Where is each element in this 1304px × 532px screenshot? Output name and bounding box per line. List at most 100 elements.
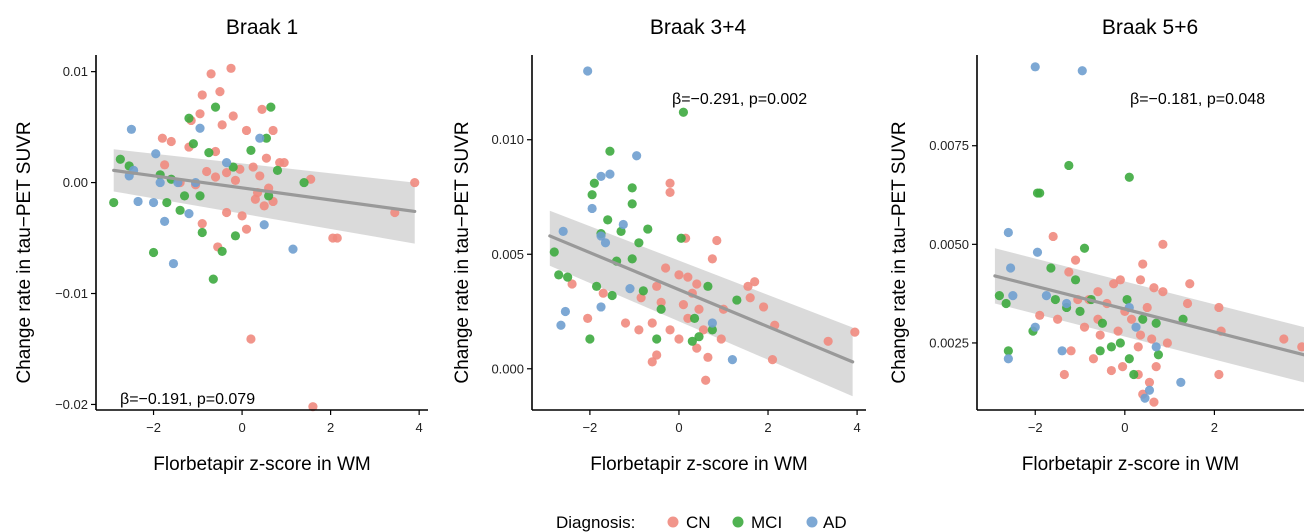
data-point-mci: [228, 162, 238, 172]
x-tick-label: −2: [1028, 420, 1043, 435]
data-point-cn: [1095, 330, 1105, 340]
data-point-cn: [1126, 314, 1137, 324]
x-tick-label: 0: [238, 420, 245, 435]
data-point-cn: [255, 171, 265, 181]
y-tick-label: 0.000: [491, 361, 524, 376]
data-point-cn: [1064, 267, 1074, 277]
y-tick-label: 0.010: [491, 132, 524, 147]
data-point-mci: [179, 191, 190, 201]
y-tick-label: −0.02: [55, 397, 88, 412]
data-point-mci: [676, 233, 686, 243]
x-tick-label: 4: [416, 420, 423, 435]
data-point-cn: [1297, 342, 1304, 352]
data-point-mci: [605, 146, 615, 156]
data-point-mci: [1124, 354, 1134, 364]
data-point-mci: [217, 246, 227, 256]
data-point-ad: [1005, 263, 1016, 273]
data-point-cn: [1066, 346, 1076, 356]
data-point-cn: [850, 327, 860, 337]
data-point-cn: [692, 343, 702, 353]
data-point-cn: [308, 402, 318, 412]
data-point-mci: [208, 274, 218, 284]
y-tick-label: 0.01: [63, 64, 88, 79]
data-point-mci: [1095, 346, 1105, 356]
data-point-mci: [603, 215, 613, 225]
data-point-cn: [217, 120, 227, 130]
data-point-mci: [1151, 318, 1161, 328]
data-point-mci: [261, 133, 272, 143]
data-point-cn: [228, 111, 238, 121]
data-point-cn: [1138, 259, 1148, 269]
panels: Braak 1 −2 0 2 4 0.01 0.00 −0.01 −0.02 Florbetapi…: [14, 16, 1304, 475]
data-point-mci: [197, 227, 207, 238]
data-point-ad: [151, 149, 161, 159]
data-point-mci: [1115, 338, 1125, 348]
x-axis-label: Florbetapir z-score in WM: [590, 454, 808, 475]
data-point-cn: [259, 201, 269, 211]
data-point-ad: [596, 171, 606, 181]
data-point-ad: [556, 320, 566, 330]
data-point-cn: [707, 254, 717, 264]
data-point-mci: [148, 247, 159, 258]
panel-title: Braak 3+4: [650, 16, 747, 39]
data-point-ad: [168, 258, 179, 269]
data-point-mci: [1064, 160, 1074, 171]
stats-annotation: β=−0.191, p=0.079: [120, 391, 255, 408]
data-point-ad: [596, 231, 606, 241]
data-point-mci: [589, 178, 599, 188]
confidence-band: [549, 210, 853, 397]
data-point-mci: [230, 231, 241, 241]
data-point-ad: [560, 306, 571, 317]
data-point-mci: [175, 205, 185, 215]
data-point-ad: [126, 124, 137, 134]
data-point-mci: [1106, 342, 1116, 352]
x-tick-label: −2: [582, 420, 597, 435]
data-point-mci: [115, 154, 125, 164]
data-point-cn: [674, 334, 684, 344]
stats-annotation: β=−0.291, p=0.002: [672, 91, 807, 108]
data-point-cn: [665, 325, 675, 335]
data-point-cn: [652, 281, 662, 291]
stats-annotation: β=−0.181, p=0.048: [1130, 91, 1265, 108]
data-point-cn: [1133, 342, 1143, 352]
data-point-cn: [1088, 354, 1099, 364]
data-point-mci: [204, 148, 214, 158]
data-point-cn: [1059, 369, 1069, 380]
data-point-mci: [1138, 314, 1148, 324]
data-point-cn: [1035, 310, 1045, 320]
data-point-cn: [665, 178, 675, 188]
legend-swatch-ad: [806, 516, 818, 528]
data-point-ad: [558, 226, 568, 236]
y-tick-label: 0.0075: [929, 138, 969, 153]
data-point-mci: [1124, 172, 1134, 182]
data-point-cn: [1113, 326, 1123, 336]
data-point-mci: [634, 238, 644, 248]
x-tick-label: 2: [327, 420, 334, 435]
data-point-cn: [716, 334, 726, 344]
data-point-cn: [221, 207, 232, 218]
data-point-ad: [1077, 66, 1087, 76]
data-point-ad: [625, 284, 635, 294]
data-point-mci: [627, 199, 637, 209]
x-axis-label: Florbetapir z-score in WM: [1022, 454, 1240, 475]
data-point-ad: [618, 219, 628, 230]
data-point-cn: [410, 177, 420, 188]
data-point-cn: [1079, 322, 1090, 332]
data-point-cn: [1158, 239, 1168, 249]
data-point-ad: [596, 302, 606, 312]
data-point-ad: [184, 209, 194, 219]
data-point-ad: [259, 220, 269, 230]
data-point-mci: [1035, 188, 1045, 198]
data-point-cn: [750, 277, 760, 287]
data-point-mci: [707, 325, 717, 335]
data-point-ad: [133, 196, 143, 207]
data-point-cn: [758, 302, 769, 312]
data-point-cn: [1182, 298, 1193, 309]
data-point-ad: [600, 238, 611, 248]
data-point-cn: [647, 357, 657, 367]
legend-label-ad: AD: [823, 513, 847, 532]
data-point-cn: [279, 158, 289, 168]
data-point-mci: [1079, 243, 1090, 253]
data-point-cn: [221, 167, 232, 178]
y-axis-label: Change rate in tau−PET SUVR: [14, 121, 35, 383]
